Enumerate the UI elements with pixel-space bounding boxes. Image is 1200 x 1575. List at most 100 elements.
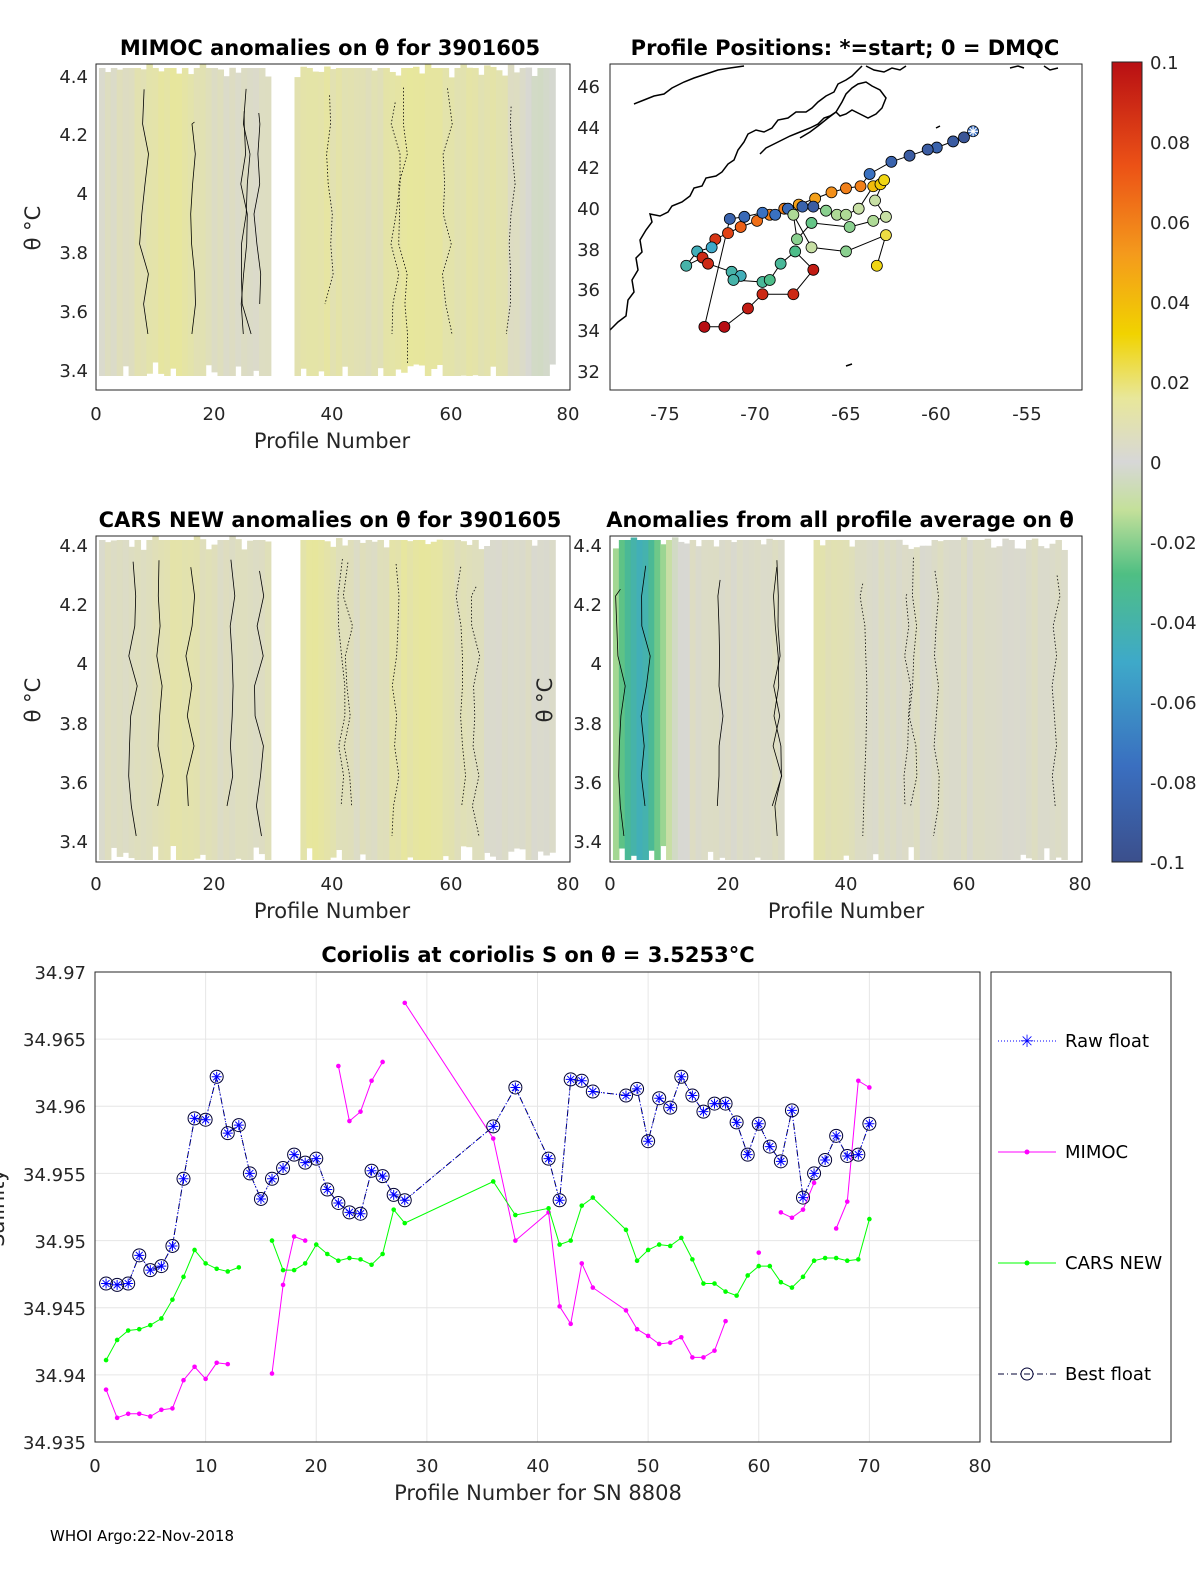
contour-line [390,102,401,335]
anomaly-cell [519,68,527,376]
x-tick-label: 50 [637,1456,660,1477]
anomaly-cell [466,544,473,848]
data-point [773,1154,788,1169]
data-point [632,1083,643,1094]
anomaly-cell [666,540,673,860]
data-point [176,1171,191,1186]
data-point [214,1360,219,1366]
allavg-anomaly-field [612,537,1068,860]
data-point [656,1341,662,1347]
x-tick-label: -55 [1012,404,1041,425]
anomaly-cell [525,540,533,860]
data-point [214,1266,219,1272]
x-tick-label: 80 [969,1456,992,1477]
anomaly-cell [884,540,891,860]
anomaly-cell [825,540,832,860]
y-tick-label: 34.935 [23,1433,86,1454]
series-line [780,1182,815,1219]
x-tick-label: 10 [195,1456,218,1477]
anomaly-cell [264,541,272,860]
data-point [148,1322,153,1328]
contour-line [640,565,651,807]
anomaly-cell [116,540,124,857]
anomaly-cell [199,539,207,855]
dot-marker-icon [1024,1149,1030,1155]
y-tick-label: 40 [577,199,600,220]
profile-marker [840,245,852,258]
anomaly-cell [181,68,189,376]
anomaly-cell [513,540,521,849]
anomaly-cell [116,69,124,377]
legend-entry-cars-new: CARS NEW [998,1253,1162,1274]
anomaly-cell [831,540,838,860]
x-tick-label: 20 [305,1456,328,1477]
data-point [309,1151,324,1166]
data-point [132,1248,147,1263]
data-point [844,1258,850,1264]
profile-marker [738,210,751,223]
legend-entry-mimoc: MIMOC [998,1142,1128,1163]
panel-salinity-chart: Coriolis at coriolis S on θ = 3.5253°C 0… [0,943,1172,1505]
positions-title: Profile Positions: *=start; 0 = DMQC [631,36,1060,60]
anomaly-cell [543,68,550,376]
anomaly-cell [648,540,655,851]
data-point [488,1121,499,1132]
anomaly-cell [507,540,515,852]
y-tick-label: 34.96 [34,1097,86,1118]
data-point [170,1297,175,1302]
anomaly-cell [495,540,503,860]
anomaly-cell [98,68,106,376]
data-point [740,1147,755,1162]
y-tick-label: 34.955 [23,1165,86,1186]
anomaly-cell [401,68,408,373]
coastline-newfoundland [835,81,887,119]
anomaly-cell [211,68,219,373]
anomaly-cell [164,68,171,376]
profile-marker [718,320,731,333]
anomaly-cell [371,70,379,376]
bermuda-island [845,363,853,367]
data-point [231,1118,246,1133]
data-point [123,1278,134,1289]
anomaly-cell [448,77,456,377]
anomaly-cell [689,540,697,860]
y-tick-label: 3.6 [573,773,602,794]
anomaly-cell [636,540,644,860]
anomaly-cell [866,540,874,860]
data-point [568,1321,573,1327]
legend-label: Best float [1065,1364,1151,1385]
data-point [563,1072,578,1087]
y-tick-label: 34.945 [23,1299,86,1320]
data-point [203,1376,208,1382]
data-point [676,1071,687,1082]
profile-marker [787,288,800,301]
data-point [712,1281,717,1286]
data-point [103,1387,109,1392]
coastline-labrador [865,65,1059,73]
data-point [652,1091,667,1106]
anomaly-cell [211,544,219,860]
anomaly-cell [365,540,373,860]
anomaly-cell [949,540,956,860]
series-cars-new [103,1179,872,1363]
data-point [665,1102,676,1113]
x-tick-label: 80 [1069,874,1092,895]
data-point [347,1255,352,1261]
profile-marker [903,149,916,162]
float-track [680,125,979,333]
data-point [209,1069,224,1084]
contour-line [190,121,196,335]
data-point [225,1269,231,1274]
data-point [233,1120,244,1131]
data-point [742,1149,753,1160]
anomaly-cell [418,73,426,366]
contour-line [139,89,149,335]
profile-marker [791,233,803,246]
profile-marker [852,202,865,215]
data-point [342,1205,357,1220]
anomaly-cell [766,538,773,860]
salinity-series [99,1000,877,1421]
data-point [200,1114,211,1125]
mimoc-anomaly-field [98,64,556,377]
allavg-y-label: θ °C [533,678,557,723]
